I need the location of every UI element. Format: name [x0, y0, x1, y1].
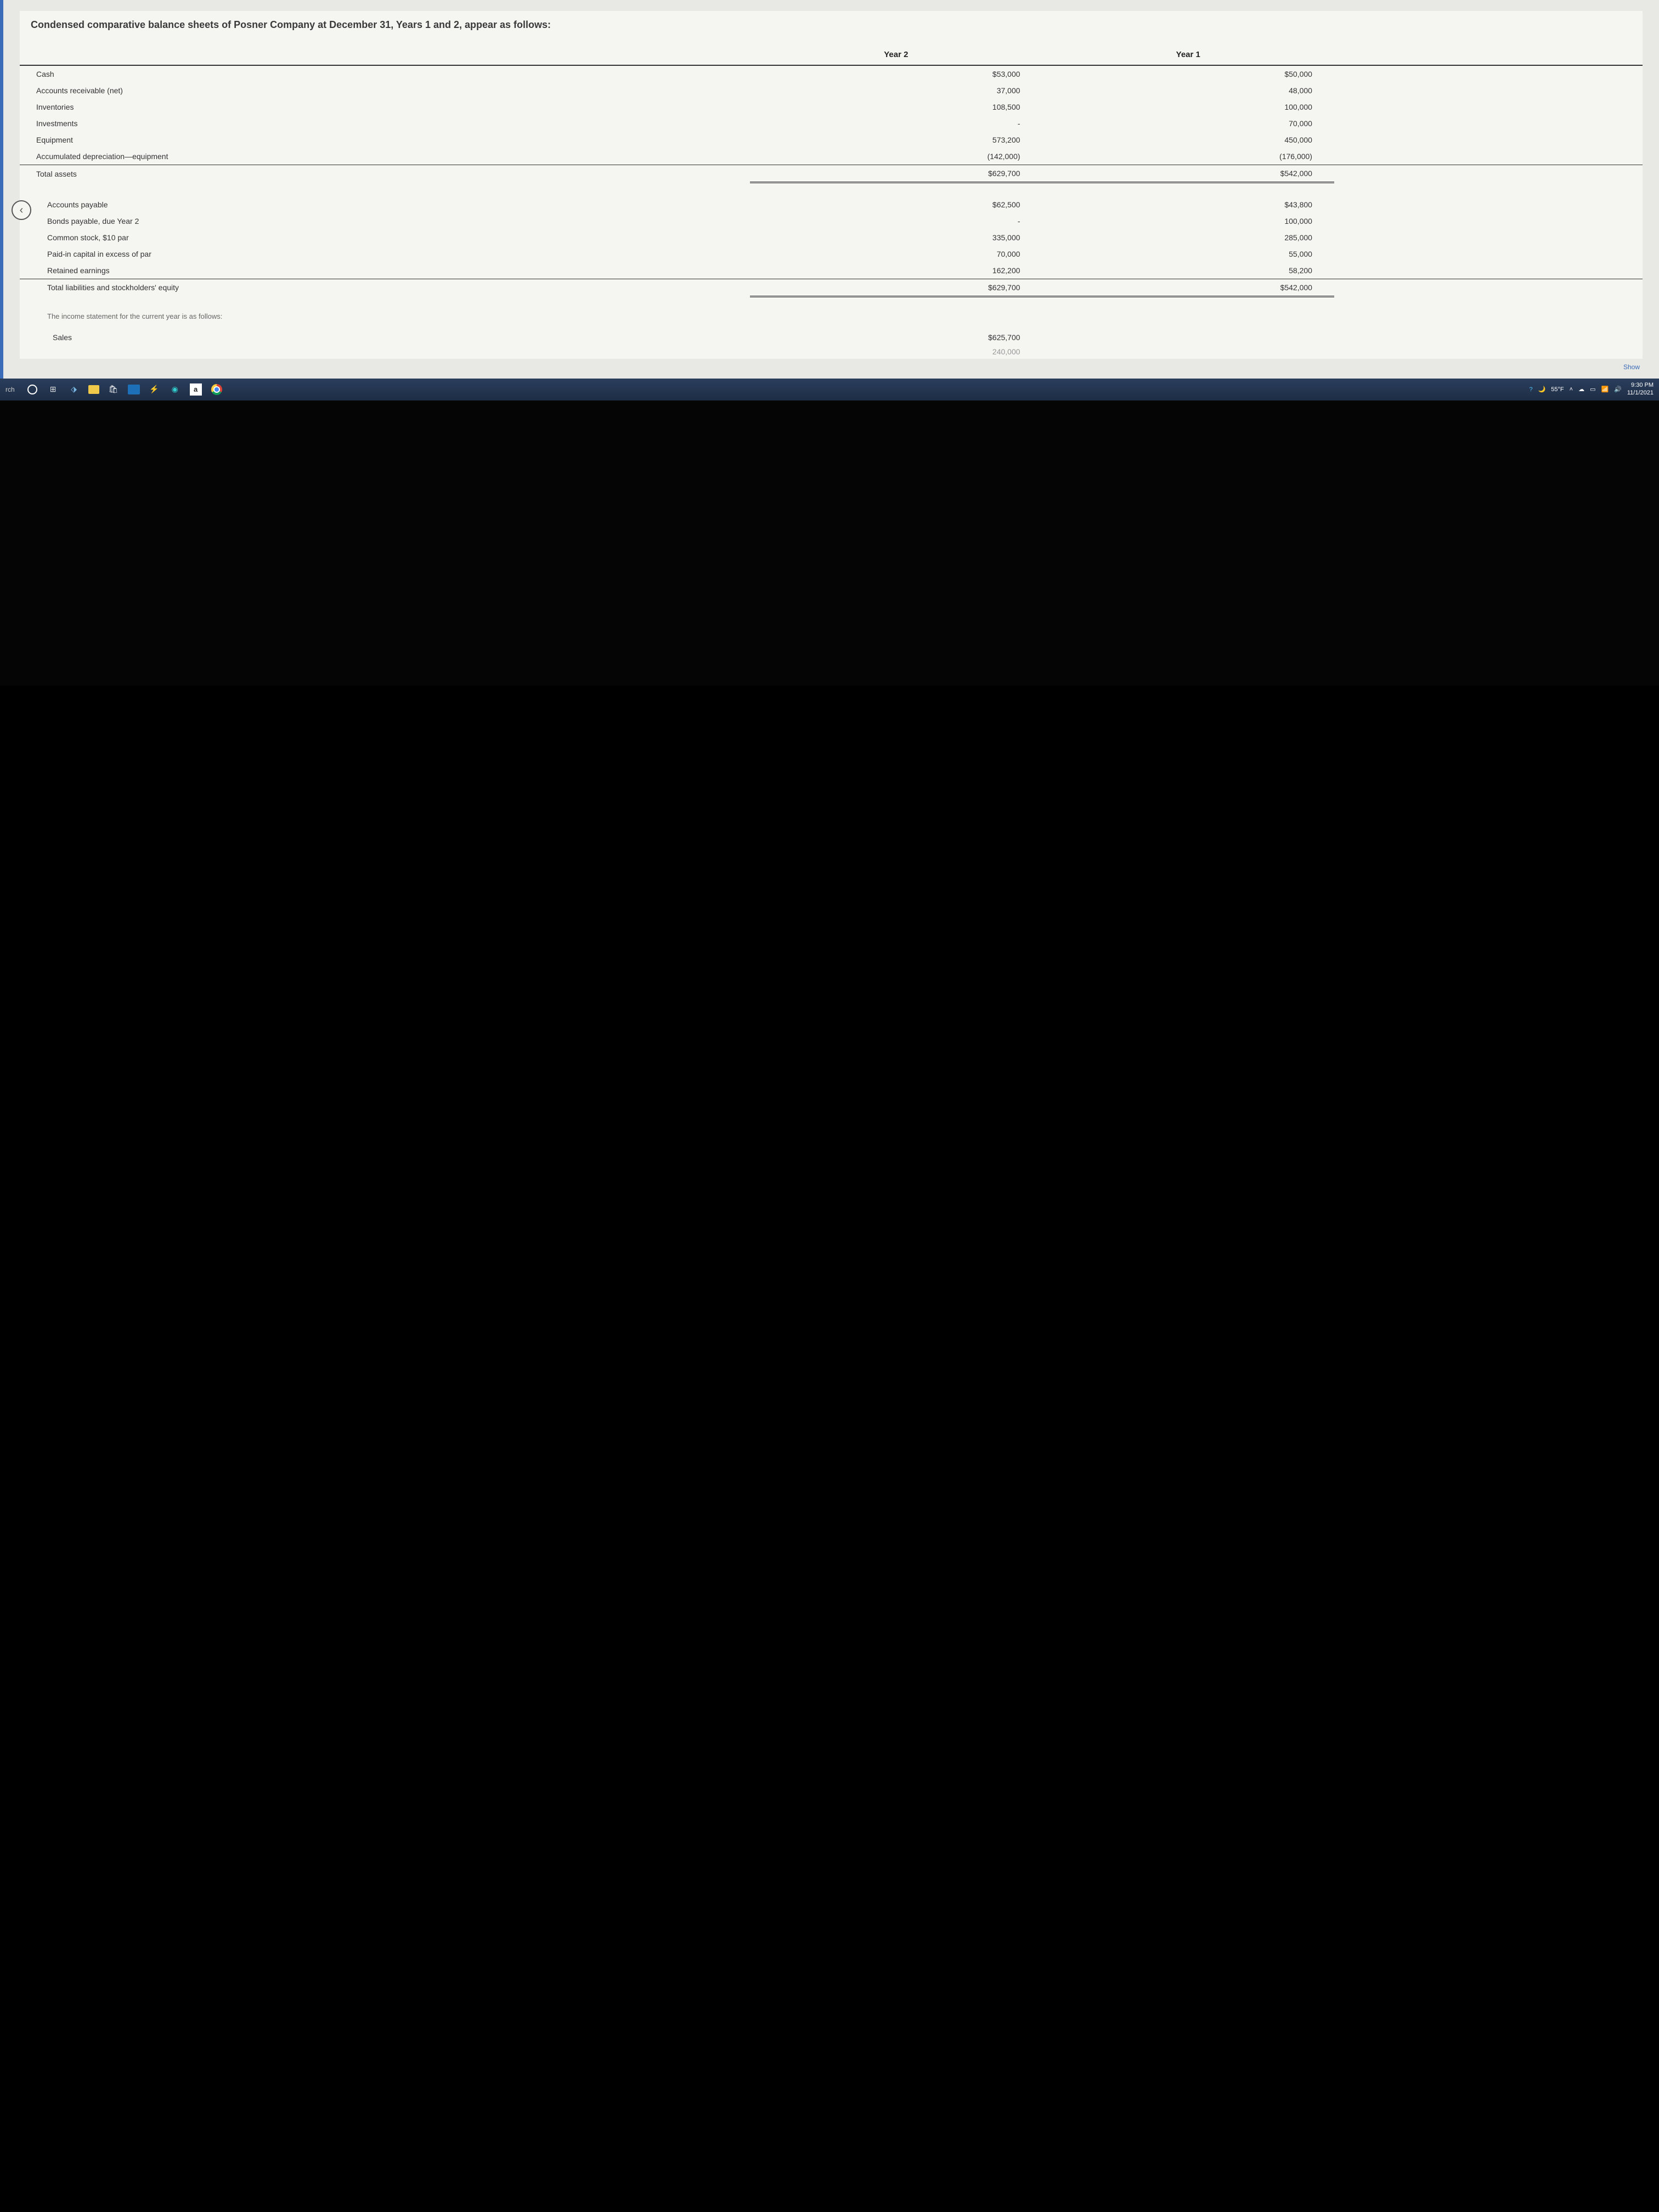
edge-icon[interactable]: ◉ — [168, 383, 182, 396]
chevron-left-icon: ‹ — [20, 204, 24, 217]
dropbox-icon[interactable]: ⬗ — [67, 383, 81, 396]
table-row: Paid-in capital in excess of par70,00055… — [20, 246, 1643, 262]
liab-total-row: Total liabilities and stockholders' equi… — [20, 279, 1643, 296]
amazon-icon[interactable]: a — [189, 383, 202, 396]
table-row: Accumulated depreciation—equipment(142,0… — [20, 148, 1643, 165]
col-spacer — [1334, 44, 1643, 65]
help-icon[interactable]: ? — [1529, 386, 1532, 393]
taskbar-pinned-apps: ⊞ ⬗ 🛍 ⚡ ◉ a — [26, 383, 223, 396]
file-explorer-icon[interactable] — [88, 385, 99, 394]
store-icon[interactable]: 🛍 — [107, 383, 120, 396]
table-row: Investments-70,000 — [20, 115, 1643, 132]
weather-icon[interactable]: 🌙 — [1538, 386, 1546, 393]
col-year1: Year 1 — [1042, 44, 1334, 65]
document-content: Condensed comparative balance sheets of … — [20, 11, 1643, 359]
page-title: Condensed comparative balance sheets of … — [20, 11, 1643, 44]
onedrive-icon[interactable]: ☁ — [1578, 386, 1584, 393]
chevron-up-icon[interactable]: ˄ — [1570, 386, 1573, 393]
table-row: Cash$53,000$50,000 — [20, 65, 1643, 82]
table-header-row: Year 2 Year 1 — [20, 44, 1643, 65]
search-label[interactable]: rch — [5, 386, 15, 393]
chrome-icon[interactable] — [210, 383, 223, 396]
section-gap — [20, 183, 1643, 196]
laptop-keyboard-region — [0, 400, 1659, 686]
income-statement-table: Sales$625,700 240,000 — [20, 330, 1643, 359]
wifi-icon[interactable]: 📶 — [1601, 386, 1609, 393]
cortana-icon[interactable] — [26, 383, 39, 396]
table-row: Common stock, $10 par335,000285,000 — [20, 229, 1643, 246]
battery-icon[interactable]: ▭ — [1590, 386, 1595, 393]
table-row: Equipment573,200450,000 — [20, 132, 1643, 148]
weather-temp[interactable]: 55°F — [1551, 386, 1564, 393]
system-tray[interactable]: ? 🌙 55°F ˄ ☁ ▭ 📶 🔊 9:30 PM 11/1/2021 — [1529, 382, 1654, 396]
table-row: Bonds payable, due Year 2-100,000 — [20, 213, 1643, 229]
clock-date: 11/1/2021 — [1627, 390, 1654, 397]
income-statement-note: The income statement for the current yea… — [20, 306, 1643, 330]
previous-page-button[interactable]: ‹ — [12, 200, 31, 220]
table-row: Retained earnings162,20058,200 — [20, 262, 1643, 279]
table-row: Accounts receivable (net)37,00048,000 — [20, 82, 1643, 99]
document-viewport: Condensed comparative balance sheets of … — [0, 0, 1659, 379]
col-blank — [20, 44, 750, 65]
table-row: Accounts payable$62,500$43,800 — [20, 196, 1643, 213]
volume-icon[interactable]: 🔊 — [1614, 386, 1622, 393]
windows-taskbar[interactable]: rch ⊞ ⬗ 🛍 ⚡ ◉ a ? 🌙 55°F ˄ ☁ ▭ 📶 🔊 9:30 … — [0, 379, 1659, 400]
clock-time: 9:30 PM — [1627, 382, 1654, 389]
mail-icon[interactable] — [128, 385, 140, 394]
show-link[interactable]: Show — [20, 359, 1643, 373]
table-row: 240,000 — [20, 345, 1643, 359]
task-view-icon[interactable]: ⊞ — [47, 383, 60, 396]
app-icon[interactable]: ⚡ — [148, 383, 161, 396]
table-row: Sales$625,700 — [20, 330, 1643, 345]
taskbar-clock[interactable]: 9:30 PM 11/1/2021 — [1627, 382, 1654, 396]
col-year2: Year 2 — [750, 44, 1042, 65]
table-row: Inventories108,500100,000 — [20, 99, 1643, 115]
assets-total-row: Total assets$629,700$542,000 — [20, 165, 1643, 183]
balance-sheet-table: Year 2 Year 1 Cash$53,000$50,000 Account… — [20, 44, 1643, 297]
